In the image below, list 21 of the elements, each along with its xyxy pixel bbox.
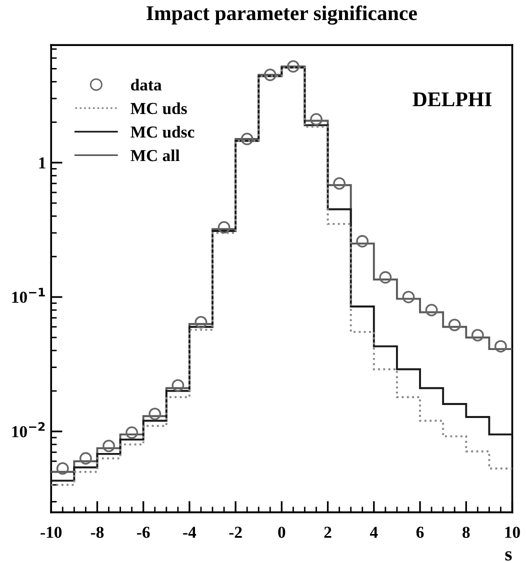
x-tick-label: 4 [370, 526, 378, 538]
legend-label: MC all [130, 149, 180, 162]
x-tick-label: 2 [324, 526, 332, 538]
x-tick-label: 10 [505, 526, 520, 538]
x-tick-label: 0 [278, 526, 286, 538]
x-tick-label: -6 [137, 526, 150, 538]
legend-label: MC uds [130, 102, 187, 114]
x-tick-label: -8 [90, 526, 104, 538]
y-tick-label: 1 [39, 157, 46, 168]
legend-label: data [131, 78, 162, 91]
y-tick-label: 10$^{−1}$ [12, 288, 45, 303]
annotation: DELPHI [412, 92, 492, 106]
x-tick-label: -4 [183, 526, 196, 538]
x-tick-label: -10 [40, 526, 62, 538]
legend-label: MC udsc [130, 126, 194, 138]
chart-title: Impact parameter significance [146, 5, 417, 25]
y-tick-label: 10$^{−2}$ [12, 422, 45, 438]
x-tick-label: -2 [229, 526, 242, 538]
x-tick-label: 8 [462, 526, 470, 538]
x-axis-title: s [505, 551, 512, 561]
x-tick-label: 6 [416, 526, 424, 538]
